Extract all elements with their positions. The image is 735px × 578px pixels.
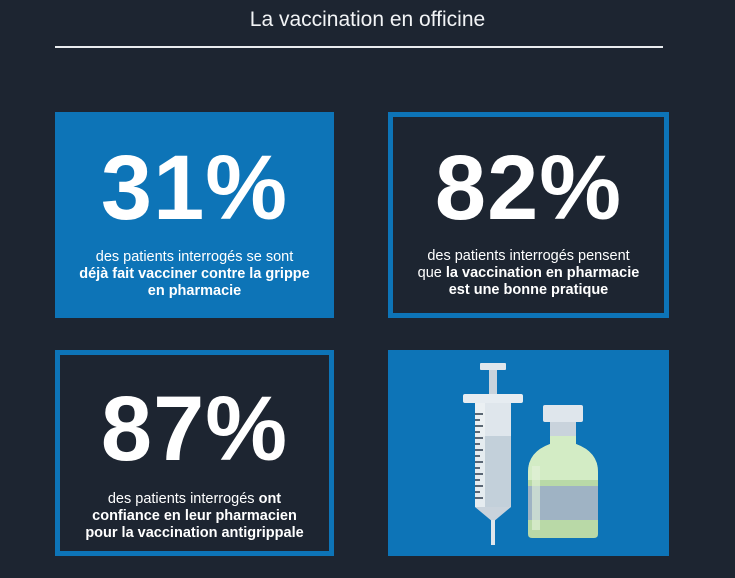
stat-description: des patients interrogés pensent que la v… — [393, 248, 664, 299]
stat-line-bold: pour la vaccination antigrippale — [85, 525, 304, 541]
stat-percent: 87% — [100, 378, 289, 480]
stat-line-bold: déjà fait vacciner contre la grippe — [79, 266, 310, 282]
stat-description: des patients interrogés se sont déjà fai… — [55, 249, 334, 300]
stat-card-87: 87% des patients interrogés ont confianc… — [55, 350, 334, 556]
stat-line-bold: confiance en leur pharmacien — [92, 508, 297, 524]
stat-percent: 82% — [434, 137, 623, 239]
stat-description: des patients interrogés ont confiance en… — [60, 491, 329, 542]
stat-line-bold: en pharmacie — [147, 283, 242, 299]
stat-line-bold: la vaccination en pharmacie — [445, 265, 640, 281]
syringe-icon — [463, 363, 523, 545]
stat-line: des patients interrogés pensent — [427, 248, 630, 264]
illustration-card — [388, 350, 669, 556]
stat-percent: 31% — [100, 137, 289, 239]
stat-card-31: 31% des patients interrogés se sont déjà… — [55, 112, 334, 318]
vaccine-vial-icon — [528, 405, 598, 538]
stat-line-bold: est une bonne pratique — [448, 282, 609, 298]
vaccination-illustration — [463, 363, 598, 545]
stat-card-82: 82% des patients interrogés pensent que … — [388, 112, 669, 318]
stat-line: que — [417, 265, 446, 281]
stat-line: des patients interrogés — [107, 491, 259, 507]
stat-line: des patients interrogés se sont — [95, 249, 294, 265]
title-divider — [55, 46, 663, 48]
page-title: La vaccination en officine — [249, 8, 486, 31]
stat-line-bold: ont — [258, 491, 282, 507]
